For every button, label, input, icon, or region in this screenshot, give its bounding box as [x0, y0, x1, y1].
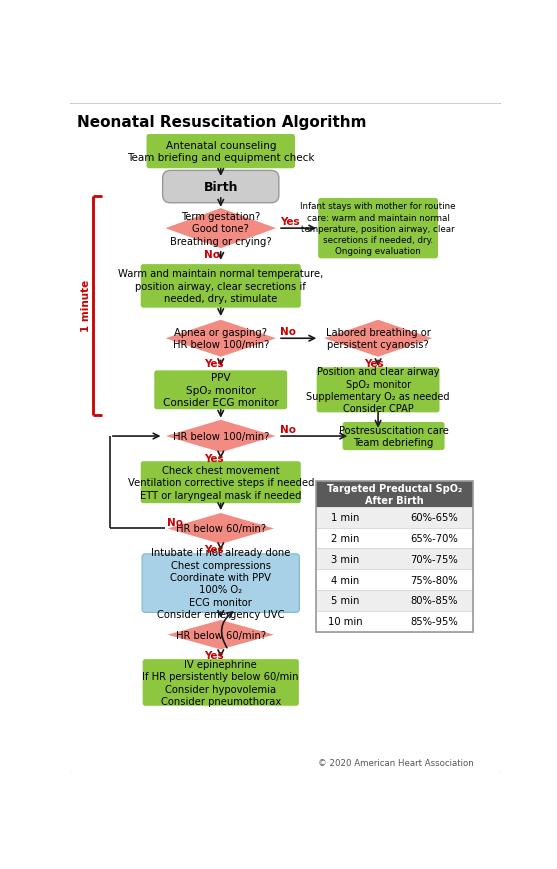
Text: Targeted Preductal SpO₂
After Birth: Targeted Preductal SpO₂ After Birth — [327, 483, 462, 506]
Polygon shape — [163, 420, 278, 454]
Text: Birth: Birth — [203, 181, 238, 194]
FancyBboxPatch shape — [316, 611, 473, 632]
Text: PPV
SpO₂ monitor
Consider ECG monitor: PPV SpO₂ monitor Consider ECG monitor — [163, 373, 278, 408]
Text: 10 min: 10 min — [328, 616, 363, 627]
FancyBboxPatch shape — [154, 370, 288, 410]
Polygon shape — [163, 320, 278, 358]
Text: 5 min: 5 min — [331, 596, 360, 606]
FancyBboxPatch shape — [140, 264, 301, 308]
Text: Yes: Yes — [204, 545, 223, 554]
Text: Yes: Yes — [280, 217, 299, 227]
FancyBboxPatch shape — [316, 528, 473, 549]
Text: Position and clear airway
SpO₂ monitor
Supplementary O₂ as needed
Consider CPAP: Position and clear airway SpO₂ monitor S… — [306, 367, 450, 414]
Text: 1 min: 1 min — [331, 513, 360, 522]
Text: HR below 100/min?: HR below 100/min? — [173, 432, 269, 441]
Text: IV epinephrine
If HR persistently below 60/min
Consider hypovolemia
Consider pne: IV epinephrine If HR persistently below … — [143, 659, 299, 706]
FancyBboxPatch shape — [317, 198, 438, 260]
Text: Check chest movement
Ventilation corrective steps if needed
ETT or laryngeal mas: Check chest movement Ventilation correct… — [128, 465, 314, 500]
Text: Intubate if not already done
Chest compressions
Coordinate with PPV
100% O₂
ECG : Intubate if not already done Chest compr… — [151, 547, 290, 620]
Polygon shape — [165, 620, 276, 650]
Text: Postresuscitation care
Team debriefing: Postresuscitation care Team debriefing — [339, 425, 448, 448]
FancyBboxPatch shape — [142, 554, 300, 613]
Text: Yes: Yes — [364, 359, 384, 368]
FancyBboxPatch shape — [316, 569, 473, 590]
FancyBboxPatch shape — [316, 590, 473, 611]
FancyBboxPatch shape — [342, 422, 445, 451]
Polygon shape — [165, 513, 276, 545]
FancyBboxPatch shape — [316, 481, 473, 507]
Text: 1 minute: 1 minute — [81, 280, 91, 332]
Text: 75%-80%: 75%-80% — [410, 575, 458, 585]
Text: 3 min: 3 min — [331, 554, 360, 564]
Text: 85%-95%: 85%-95% — [410, 616, 458, 627]
Text: Infant stays with mother for routine
care: warm and maintain normal
temperature,: Infant stays with mother for routine car… — [300, 202, 456, 255]
Text: Apnea or gasping?
HR below 100/min?: Apnea or gasping? HR below 100/min? — [173, 328, 269, 350]
Text: 4 min: 4 min — [331, 575, 360, 585]
Text: Antenatal counseling
Team briefing and equipment check: Antenatal counseling Team briefing and e… — [127, 141, 315, 163]
Text: Term gestation?
Good tone?
Breathing or crying?: Term gestation? Good tone? Breathing or … — [170, 211, 272, 246]
Text: HR below 60/min?: HR below 60/min? — [175, 524, 266, 534]
Text: No: No — [280, 327, 296, 337]
Text: © 2020 American Heart Association: © 2020 American Heart Association — [317, 758, 473, 767]
Text: HR below 60/min?: HR below 60/min? — [175, 630, 266, 640]
Text: 2 min: 2 min — [331, 534, 360, 543]
FancyBboxPatch shape — [146, 135, 296, 169]
Polygon shape — [322, 320, 434, 358]
Text: No: No — [204, 249, 219, 259]
FancyBboxPatch shape — [69, 103, 502, 774]
Text: 80%-85%: 80%-85% — [410, 596, 458, 606]
Text: 70%-75%: 70%-75% — [410, 554, 458, 564]
FancyBboxPatch shape — [140, 461, 301, 504]
FancyBboxPatch shape — [163, 171, 279, 203]
FancyBboxPatch shape — [316, 549, 473, 569]
Text: Warm and maintain normal temperature,
position airway, clear secretions if
neede: Warm and maintain normal temperature, po… — [118, 269, 324, 304]
Text: 65%-70%: 65%-70% — [410, 534, 458, 543]
Text: 60%-65%: 60%-65% — [410, 513, 458, 522]
Text: Neonatal Resuscitation Algorithm: Neonatal Resuscitation Algorithm — [77, 115, 367, 130]
Text: Yes: Yes — [204, 651, 223, 660]
FancyBboxPatch shape — [316, 368, 440, 414]
Text: No: No — [167, 517, 183, 527]
Text: Yes: Yes — [204, 359, 223, 368]
Polygon shape — [163, 208, 278, 249]
Text: No: No — [280, 425, 296, 434]
FancyBboxPatch shape — [316, 507, 473, 528]
FancyBboxPatch shape — [142, 659, 300, 706]
Text: Labored breathing or
persistent cyanosis?: Labored breathing or persistent cyanosis… — [326, 328, 431, 350]
Text: Yes: Yes — [204, 453, 223, 463]
